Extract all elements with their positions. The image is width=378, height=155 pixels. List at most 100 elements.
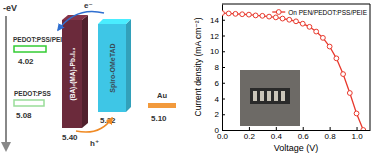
series-marker [307, 24, 312, 29]
y-tick-mark [222, 20, 225, 21]
x-tick: 0.8 [325, 127, 337, 141]
series-marker [280, 16, 285, 21]
series-marker [361, 128, 366, 130]
y-tick-mark [222, 130, 225, 131]
series-marker [233, 11, 238, 16]
x-tick-mark [249, 127, 250, 130]
frame-top [222, 4, 370, 5]
energy-diagram: -eV PEDOT:PSS/PEIE 4.02 PEDOT:PSS 5.08 (BA)₂(… [3, 1, 176, 150]
x-tick: 0.2 [244, 127, 256, 141]
layer-level [14, 100, 44, 106]
y-tick-mark [222, 83, 225, 84]
series-marker [354, 111, 359, 116]
photo-strip [260, 91, 264, 101]
series-marker [334, 56, 339, 61]
y-tick-mark [222, 99, 225, 100]
layer-level [14, 46, 46, 52]
layer-label: PEDOT:PSS [14, 90, 52, 97]
series-marker [240, 12, 245, 17]
series-marker [321, 35, 326, 40]
series-marker [287, 17, 292, 22]
y-tick: 0 [215, 126, 225, 135]
y-tick-label: 6 [215, 79, 220, 88]
x-axis-title: Voltage (V) [274, 143, 319, 153]
y-tick-label: 2 [215, 110, 220, 119]
y-axis-title: Current density (mA cm⁻²) [193, 17, 203, 116]
series-marker [247, 12, 252, 17]
layer-bar [62, 20, 82, 128]
photo-strip [253, 91, 257, 101]
figure: -eV PEDOT:PSS/PEIE 4.02 PEDOT:PSS 5.08 (BA)₂(… [0, 0, 378, 155]
series-marker [267, 14, 272, 19]
frame-right [370, 4, 371, 130]
hole-label: h⁺ [90, 139, 99, 148]
y-tick-label: 12 [210, 32, 219, 41]
y-tick-label: 4 [215, 95, 220, 104]
series-marker [253, 13, 258, 18]
layer-side [82, 15, 88, 128]
level-value: 4.02 [18, 57, 34, 66]
series-marker [327, 44, 332, 49]
y-tick-label: 14 [210, 16, 219, 25]
x-tick-label: 0.2 [244, 132, 256, 141]
layer-bar [98, 24, 126, 112]
series-marker [341, 72, 346, 77]
series-marker [260, 13, 265, 18]
legend-marker [276, 10, 281, 15]
x-tick-mark [357, 127, 358, 130]
x-tick-mark [330, 127, 331, 130]
x-tick-label: 0.4 [271, 132, 283, 141]
photo-strip [274, 91, 278, 101]
chart: 0.00.20.40.60.81.002468101214Voltage (V)… [193, 4, 371, 153]
layer-label: Spiro-OMeTAD [109, 43, 117, 92]
y-tick-mark [222, 36, 225, 37]
layer-top [98, 19, 131, 24]
x-tick-mark [303, 127, 304, 130]
plot-area [222, 11, 366, 130]
x-axis: 0.00.20.40.60.81.0 [217, 127, 371, 141]
level-value: 5.40 [62, 133, 78, 142]
legend: On PEN/PEDOT:PSS/PEIE [272, 9, 367, 16]
level-value: 5.10 [151, 114, 167, 123]
y-tick: 4 [215, 95, 225, 104]
series-marker [314, 29, 319, 34]
layer-label: PEDOT:PSS/PEIE [13, 36, 67, 43]
x-tick: 0.6 [298, 127, 310, 141]
y-tick-mark [222, 67, 225, 68]
y-tick-label: 8 [215, 63, 220, 72]
y-axis: 0 2 4 6 8 10 12 14 [210, 5, 225, 136]
layer-label: (BA)₂(MA)₃Pb₄I₁₃ [69, 48, 77, 101]
x-tick-label: 0.6 [298, 132, 310, 141]
y-tick-label: 10 [210, 47, 219, 56]
y-tick: 14 [210, 16, 225, 25]
y-tick: 8 [215, 63, 225, 72]
y-tick: 6 [215, 79, 225, 88]
x-tick: 0.4 [271, 127, 283, 141]
x-tick-label: 0.8 [325, 132, 337, 141]
photo-device [250, 88, 290, 104]
y-tick-mark [222, 51, 225, 52]
y-tick: 12 [210, 32, 225, 41]
layer-level [148, 103, 176, 108]
y-tick: 2 [215, 110, 225, 119]
photo-strip [281, 91, 285, 101]
layer-side [126, 19, 131, 112]
photo-bg [240, 70, 300, 126]
y-tick: 10 [210, 47, 225, 56]
electron-label: e⁻ [84, 1, 93, 10]
hole-arrow [76, 118, 112, 132]
energy-axis-label: -eV [3, 3, 17, 13]
inset-photo [240, 70, 300, 126]
y-tick-mark [222, 114, 225, 115]
level-value: 5.08 [16, 111, 32, 120]
electron-arrow [58, 11, 104, 30]
series-marker [347, 91, 352, 96]
layer-label: Au [157, 91, 167, 100]
series-marker [294, 19, 299, 24]
energy-axis-arrow [5, 16, 7, 150]
photo-strip [267, 91, 271, 101]
series-marker [273, 15, 278, 20]
x-tick-mark [276, 127, 277, 130]
legend-label: On PEN/PEDOT:PSS/PEIE [288, 9, 367, 16]
series-marker [222, 11, 224, 16]
